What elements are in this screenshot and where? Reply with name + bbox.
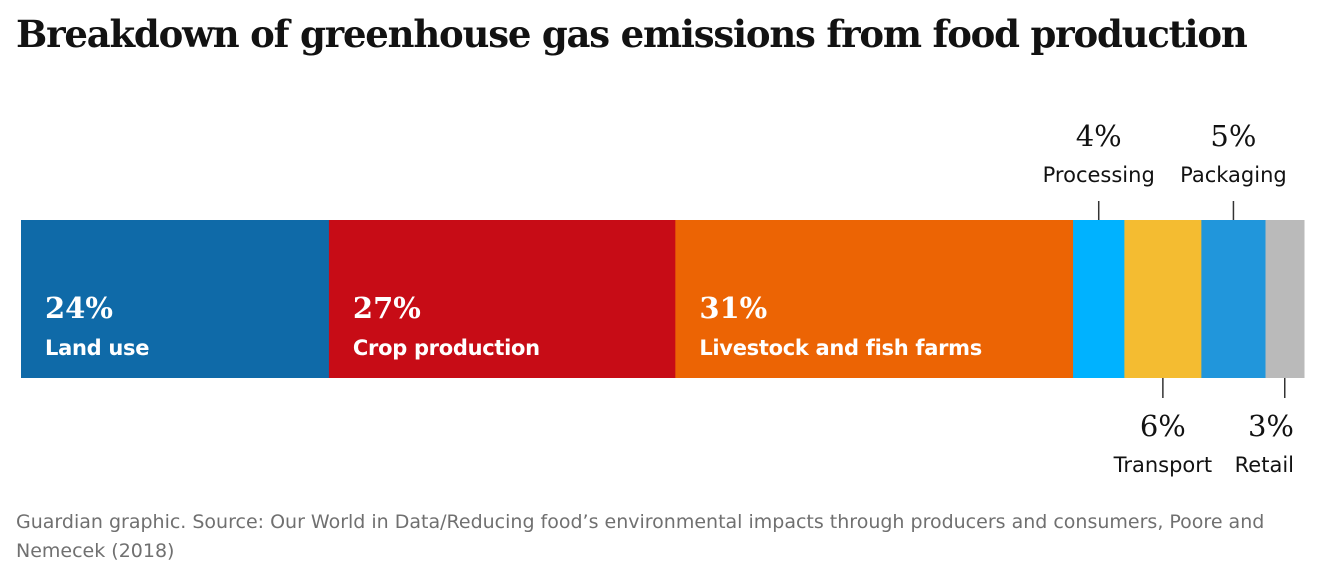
bar-segment-processing (1073, 220, 1125, 378)
value-label-retail: 3% (1248, 409, 1294, 443)
category-label-processing: Processing (1043, 163, 1155, 187)
category-label-crop-production: Crop production (353, 336, 540, 360)
category-label-transport: Transport (1113, 453, 1213, 477)
value-label-land-use: 24% (45, 291, 113, 325)
source-note: Guardian graphic. Source: Our World in D… (16, 511, 1265, 562)
value-label-crop-production: 27% (353, 291, 421, 325)
category-label-land-use: Land use (45, 336, 149, 360)
bar-segment-livestock-and-fish-farms (675, 220, 1074, 378)
value-label-transport: 6% (1140, 409, 1186, 443)
bar-segment-crop-production (328, 220, 676, 378)
bar-segment-retail (1265, 220, 1305, 378)
category-label-livestock-and-fish-farms: Livestock and fish farms (699, 336, 982, 360)
stacked-bar-chart: 24% Land use 27% Crop production 31% Livestoc… (21, 119, 1305, 477)
value-label-livestock-and-fish-farms: 31% (699, 291, 767, 325)
bar-segment-land-use (21, 220, 330, 378)
chart-title: Breakdown of greenhouse gas emissions fr… (16, 12, 1248, 56)
bar-segment-packaging (1201, 220, 1267, 378)
category-label-retail: Retail (1235, 453, 1294, 477)
category-label-packaging: Packaging (1180, 163, 1287, 187)
value-label-packaging: 5% (1210, 119, 1256, 153)
bar-segment-transport (1124, 220, 1202, 378)
value-label-processing: 4% (1076, 119, 1122, 153)
